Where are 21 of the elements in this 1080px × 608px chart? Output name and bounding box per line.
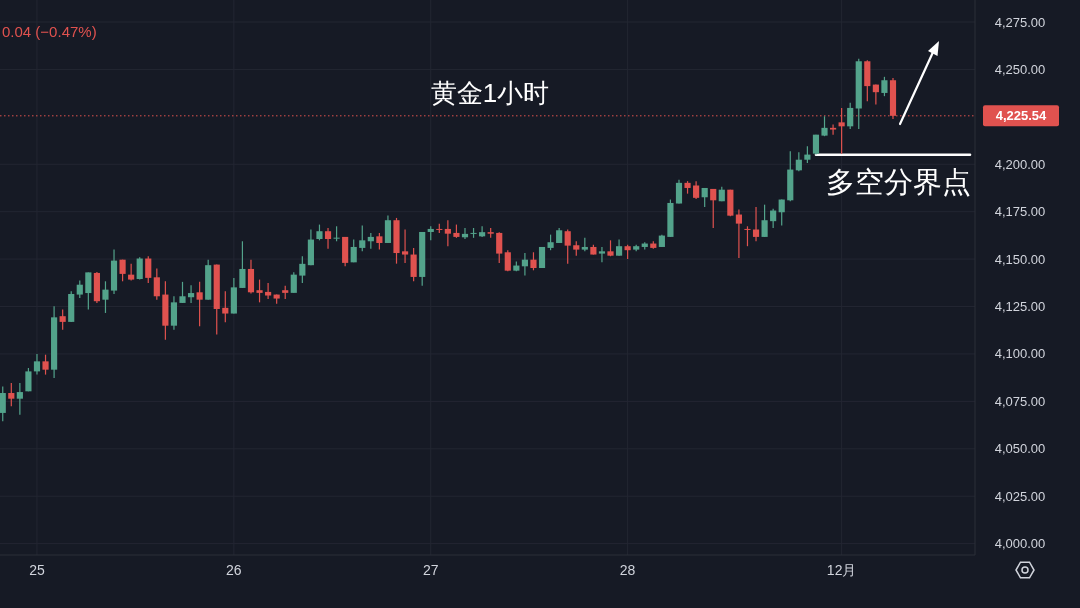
- y-tick-label: 4,100.00: [994, 346, 1046, 362]
- ref-line-label: 4,225.54: [995, 108, 1048, 124]
- x-tick-label: 25: [29, 562, 45, 578]
- y-tick-label: 4,175.00: [994, 204, 1046, 220]
- y-tick-label: 4,200.00: [994, 156, 1046, 172]
- y-tick-label: 4,275.00: [994, 14, 1046, 30]
- x-tick-label: 28: [619, 562, 636, 578]
- x-tick-label: 27: [422, 562, 439, 578]
- x-tick-label: 26: [226, 562, 242, 578]
- y-tick-label: 4,025.00: [994, 488, 1046, 504]
- y-tick-label: 4,125.00: [994, 299, 1046, 315]
- y-tick-label: 4,050.00: [994, 441, 1046, 457]
- ref-label: 4,225.54: [983, 105, 1059, 127]
- y-tick-label: 4,075.00: [994, 393, 1046, 409]
- text: 黄金1小时: [430, 78, 550, 108]
- x-tick-label: 12月: [826, 562, 857, 578]
- annotation: 多空分界点: [826, 165, 971, 198]
- y-tick-label: 4,000.00: [994, 536, 1046, 552]
- y-tick-label: 4,150.00: [994, 251, 1046, 267]
- y-tick-label: 4,250.00: [994, 61, 1046, 77]
- annotation: 0.04 (−0.47%): [2, 22, 97, 40]
